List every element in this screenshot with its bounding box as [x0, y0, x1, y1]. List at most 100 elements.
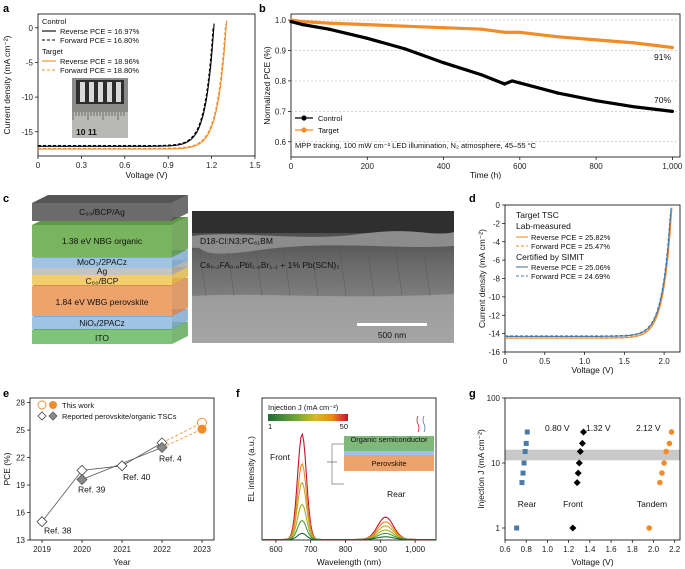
el-spectrum-J10	[262, 503, 436, 541]
stability-point	[594, 38, 598, 42]
panel-label: g	[469, 388, 476, 400]
rear-point	[519, 480, 525, 486]
sem-grain	[227, 251, 235, 297]
device-inset: Organic semiconductor Perovskite	[327, 415, 434, 485]
panel-d: d 0 0.5 1.0 1.5 2.0 0 -2 -4 -6 -8 -10 -12 -14 -16 Volta…	[469, 193, 681, 375]
stability-point	[632, 41, 636, 45]
measurement-note: MPP tracking, 100 mW cm⁻² LED illuminati…	[295, 141, 537, 150]
legend-marker	[37, 400, 47, 410]
x-tick-label: 0.5	[539, 357, 551, 366]
x-tick-label: 600	[513, 162, 527, 171]
x-axis-label: Time (h)	[470, 170, 501, 180]
front-group-label: Front	[563, 499, 583, 509]
legend-simit-reverse: Reverse PCE = 25.06%	[531, 263, 611, 272]
y-tick-label: 0	[29, 24, 34, 33]
legend-marker	[301, 115, 307, 121]
x-tick-label: 0.6	[499, 545, 511, 554]
x-tick-label: 2.2	[669, 545, 681, 554]
jv-curve-3	[38, 20, 228, 150]
stability-point	[556, 91, 560, 95]
colorbar-max: 50	[340, 422, 348, 431]
x-tick-label: 1.2	[563, 545, 575, 554]
layer-side-face	[172, 195, 188, 221]
stability-point	[502, 82, 507, 86]
x-tick-label: 2020	[73, 545, 91, 554]
device-photo: 10 11	[72, 78, 128, 138]
panel-label: c	[3, 193, 9, 205]
y-tick-label: -6	[493, 256, 501, 265]
jv-curve-1	[38, 23, 215, 147]
y-tick-label: -2	[493, 219, 501, 228]
trend-line-open	[41, 442, 163, 522]
x-tick-label: 1.5	[249, 161, 261, 170]
tandem-point	[661, 460, 667, 466]
x-tick-label: 1.8	[627, 545, 639, 554]
photo-electrode	[98, 82, 103, 102]
layer-front-face	[32, 203, 172, 221]
sem-grain	[367, 251, 375, 297]
front-point	[575, 459, 583, 467]
stability-point	[480, 27, 484, 31]
stability-point	[502, 30, 507, 34]
reference-label: Ref. 39	[78, 485, 106, 495]
y-axis-label: Injection J (mA cm⁻²)	[476, 429, 486, 509]
stability-point	[510, 79, 514, 83]
y-tick-label: 1.0	[275, 16, 287, 25]
panel-a: a 0 0.3 0.6 0.9 1.2 1.5 0 -5 -10 -15 Voltage (V) Cur…	[2, 3, 261, 180]
rear-point	[523, 440, 529, 446]
stability-point	[670, 109, 674, 113]
legend-reported: Reported perovskite/organic TSCs	[62, 412, 177, 421]
y-tick-label: -15	[21, 128, 33, 137]
sem-grain	[339, 251, 347, 297]
x-axis-label: Wavelength (nm)	[317, 557, 382, 567]
y-tick-label: -10	[21, 93, 33, 102]
panel-c: c C₆₀/BCP/Ag 1.38 eV NBG organic MoO₃/2PACz…	[3, 193, 454, 344]
y-tick-label: 13	[16, 536, 25, 545]
photo-electrode	[89, 82, 94, 102]
stability-point	[556, 35, 560, 39]
y-tick-label: 0.8	[275, 77, 287, 86]
stability-point	[518, 30, 522, 34]
y-tick-label: 16	[16, 509, 25, 518]
stability-point	[403, 24, 408, 28]
x-tick-label: 1.4	[584, 545, 596, 554]
x-tick-label: 600	[269, 545, 283, 554]
inset-perovskite-label: Perovskite	[371, 459, 406, 468]
reported-point-open	[36, 516, 48, 528]
inset-wire	[331, 443, 344, 485]
plot-frame	[290, 13, 681, 158]
panel-b: b 0 200 400 600 800 1,000 1.0 0.9 0.8 0.7 0.6 Time (…	[259, 3, 683, 180]
stability-point	[365, 23, 369, 27]
stability-point	[441, 26, 446, 30]
y-tick-label: 10	[491, 459, 500, 468]
y-tick-label: 0.9	[275, 47, 287, 56]
sem-grain	[311, 251, 319, 297]
legend-target: Target	[318, 126, 340, 135]
x-tick-label: 0	[36, 161, 41, 170]
reference-label: Ref. 4	[159, 453, 182, 463]
plot-frame	[504, 397, 681, 541]
layer-front-face	[32, 317, 172, 329]
x-tick-label: 2019	[33, 545, 51, 554]
reported-point-open	[116, 460, 128, 472]
x-tick-label: 800	[339, 545, 353, 554]
x-axis-label: Voltage (V)	[571, 365, 613, 375]
el-spectrum-J20	[262, 481, 436, 541]
panel-label: a	[3, 3, 10, 15]
front-label: Front	[270, 452, 290, 462]
x-tick-label: 0.8	[521, 545, 533, 554]
photo-electrode	[107, 82, 112, 102]
x-tick-label: 900	[374, 545, 388, 554]
panel-label: d	[469, 193, 476, 205]
x-tick-label: 1.2	[206, 161, 218, 170]
stability-line-control	[290, 20, 673, 113]
reference-label: Ref. 40	[123, 472, 151, 482]
this-work-point-filled	[197, 424, 207, 434]
panel-e: e 2019 2020 2021 2022 2023 13 16 19 22 25 28 Year PCE…	[2, 388, 215, 567]
legend-lab: Lab-measured	[516, 221, 571, 231]
rear-voltage: 0.80 V	[545, 423, 570, 433]
plot-frame	[37, 13, 256, 157]
x-axis-label: Voltage (V)	[125, 170, 167, 180]
layer-label: C₆₀/BCP	[86, 276, 119, 286]
layer-label: C₆₀/BCP/Ag	[79, 207, 125, 217]
